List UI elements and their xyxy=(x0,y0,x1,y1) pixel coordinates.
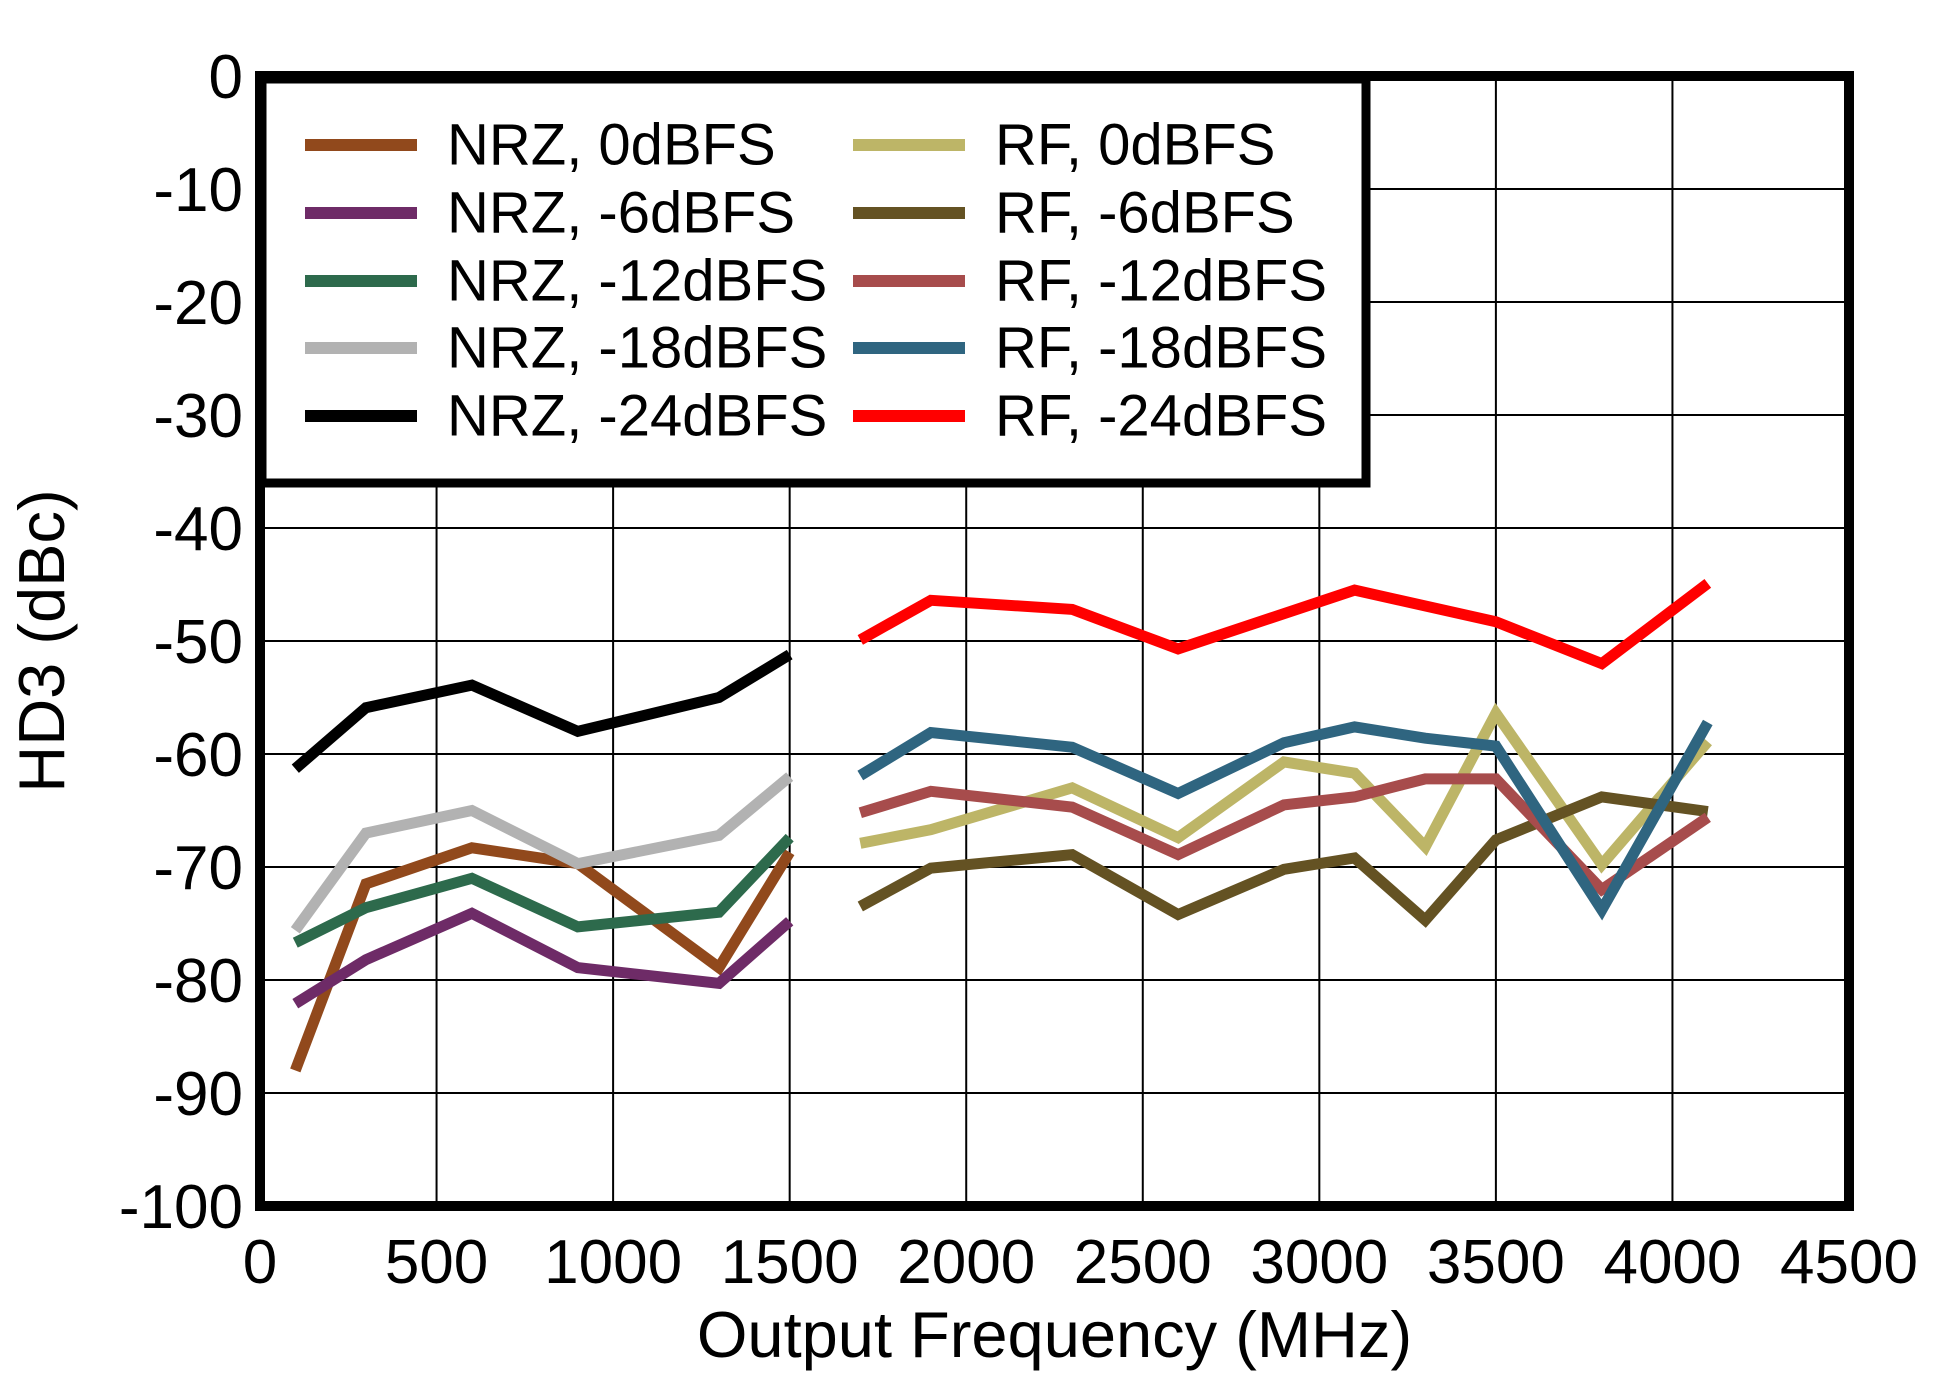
legend-label-rf-0dbfs: RF, 0dBFS xyxy=(995,113,1275,178)
x-tick-label: 1000 xyxy=(544,1228,682,1297)
x-tick-label: 3000 xyxy=(1250,1228,1388,1297)
x-tick-label: 2500 xyxy=(1074,1228,1212,1297)
y-tick-label: -90 xyxy=(153,1060,243,1129)
legend-label-nrz-24dbfs: NRZ, -24dBFS xyxy=(447,384,827,449)
series-line-nrz-24dbfs xyxy=(291,649,793,773)
x-tick-label: 500 xyxy=(385,1228,488,1297)
x-tick-label: 1500 xyxy=(721,1228,859,1297)
x-tick-label: 2000 xyxy=(897,1228,1035,1297)
series-line-rf-0dbfs xyxy=(859,702,1712,874)
series-line-rf-18dbfs xyxy=(857,719,1713,921)
legend-label-rf-6dbfs: RF, -6dBFS xyxy=(995,181,1295,246)
x-axis-title: Output Frequency (MHz) xyxy=(696,1298,1413,1371)
legend-label-rf-18dbfs: RF, -18dBFS xyxy=(995,316,1327,381)
y-tick-label: -10 xyxy=(153,156,243,225)
y-tick-label: 0 xyxy=(209,43,243,112)
legend-label-rf-12dbfs: RF, -12dBFS xyxy=(995,249,1327,314)
x-tick-label: 4000 xyxy=(1603,1228,1741,1297)
y-tick-label: -20 xyxy=(153,269,243,338)
series-line-nrz-6dbfs xyxy=(292,907,794,1009)
y-axis-title: HD3 (dBc) xyxy=(5,489,78,793)
x-tick-label: 3500 xyxy=(1427,1228,1565,1297)
legend-label-nrz-0dbfs: NRZ, 0dBFS xyxy=(447,113,776,178)
y-tick-label: -30 xyxy=(153,382,243,451)
y-tick-label: -100 xyxy=(119,1173,243,1242)
y-tick-label: -80 xyxy=(153,947,243,1016)
legend-label-nrz-12dbfs: NRZ, -12dBFS xyxy=(447,249,827,314)
legend-label-nrz-6dbfs: NRZ, -6dBFS xyxy=(447,181,795,246)
legend-label-rf-24dbfs: RF, -24dBFS xyxy=(995,384,1327,449)
legend-box xyxy=(257,74,1371,488)
series-line-rf-24dbfs xyxy=(857,579,1712,670)
y-tick-label: -70 xyxy=(153,834,243,903)
x-tick-label: 0 xyxy=(243,1228,277,1297)
x-tick-label: 4500 xyxy=(1780,1228,1918,1297)
series-line-nrz-18dbfs xyxy=(290,772,794,934)
y-tick-label: -40 xyxy=(153,495,243,564)
y-tick-label: -60 xyxy=(153,721,243,790)
legend-label-nrz-18dbfs: NRZ, -18dBFS xyxy=(447,316,827,381)
series-line-nrz-12dbfs xyxy=(292,833,794,948)
y-tick-label: -50 xyxy=(153,608,243,677)
